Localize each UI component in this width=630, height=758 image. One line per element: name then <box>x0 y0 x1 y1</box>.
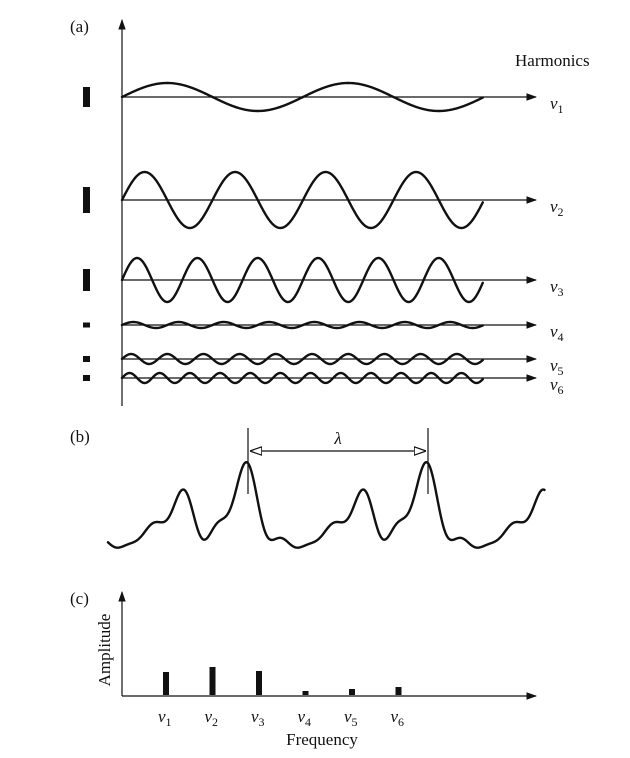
harmonic-label-5-subscript: 5 <box>558 364 564 378</box>
amplitude-marker-5 <box>83 356 90 362</box>
amplitude-marker-6 <box>83 375 90 381</box>
harmonic-wave-6 <box>120 371 484 385</box>
spectrum-bar-4 <box>302 691 309 695</box>
spectrum-tick-label-5: ν5 <box>344 707 358 729</box>
harmonic-label-4-symbol: ν <box>550 322 558 341</box>
spectrum-bar-5 <box>349 689 355 695</box>
spectrum-bar-2 <box>209 667 216 695</box>
harmonic-wave-1 <box>120 81 484 113</box>
harmonic-label-6: ν6 <box>550 375 564 397</box>
harmonic-label-1-subscript: 1 <box>558 102 564 116</box>
spectrum-tick-label-6-subscript: 6 <box>398 715 404 729</box>
spectrum-tick-label-3-symbol: ν <box>251 707 259 726</box>
composite-waveform <box>106 461 546 549</box>
spectrum-tick-label-6: ν6 <box>391 707 405 729</box>
harmonics-heading: Harmonics <box>515 51 590 70</box>
harmonic-label-6-subscript: 6 <box>558 383 564 397</box>
spectrum-bar-6 <box>395 687 402 695</box>
harmonic-label-5: ν5 <box>550 356 564 378</box>
wavelength-label: λ <box>333 429 341 448</box>
frequency-axis-label: Frequency <box>286 730 358 749</box>
spectrum-tick-label-3: ν3 <box>251 707 265 729</box>
amplitude-marker-2 <box>83 187 90 213</box>
spectrum-tick-label-1: ν1 <box>158 707 172 729</box>
spectrum-tick-label-6-symbol: ν <box>391 707 399 726</box>
harmonic-label-3: ν3 <box>550 277 564 299</box>
spectrum-tick-label-1-subscript: 1 <box>166 715 172 729</box>
panel-c-label: (c) <box>70 589 89 608</box>
harmonic-label-3-symbol: ν <box>550 277 558 296</box>
harmonic-wave-5 <box>120 352 484 366</box>
spectrum-bar-3 <box>256 671 262 695</box>
panel-a-label: (a) <box>70 17 89 36</box>
spectrum-tick-label-3-subscript: 3 <box>259 715 265 729</box>
spectrum-bar-1 <box>163 672 169 695</box>
harmonic-label-4-subscript: 4 <box>558 330 564 344</box>
harmonic-label-3-subscript: 3 <box>558 285 564 299</box>
harmonic-label-2-symbol: ν <box>550 197 558 216</box>
harmonic-label-2-subscript: 2 <box>558 205 564 219</box>
spectrum-group: ν1 ν2 ν3 ν4 ν5 ν6 <box>158 667 404 729</box>
spectrum-tick-label-5-symbol: ν <box>344 707 352 726</box>
amplitude-marker-1 <box>83 87 90 107</box>
harmonic-label-5-symbol: ν <box>550 356 558 375</box>
spectrum-tick-label-2: ν2 <box>205 707 219 729</box>
spectrum-tick-label-4-symbol: ν <box>298 707 306 726</box>
harmonic-wave-3 <box>120 256 484 304</box>
amplitude-axis-label: Amplitude <box>95 614 114 687</box>
amplitude-marker-3 <box>83 269 90 291</box>
spectrum-tick-label-4: ν4 <box>298 707 312 729</box>
spectrum-tick-label-2-subscript: 2 <box>212 715 218 729</box>
amplitude-marker-4 <box>83 322 90 328</box>
spectrum-tick-label-4-subscript: 4 <box>305 715 311 729</box>
harmonic-label-4: ν4 <box>550 322 564 344</box>
harmonic-label-1: ν1 <box>550 94 564 116</box>
spectrum-tick-label-1-symbol: ν <box>158 707 166 726</box>
panel-b-label: (b) <box>70 427 90 446</box>
harmonic-label-2: ν2 <box>550 197 564 219</box>
spectrum-tick-label-2-symbol: ν <box>205 707 213 726</box>
harmonic-label-1-symbol: ν <box>550 94 558 113</box>
harmonic-wave-4 <box>120 320 484 330</box>
spectrum-tick-label-5-subscript: 5 <box>352 715 358 729</box>
harmonic-label-6-symbol: ν <box>550 375 558 394</box>
harmonic-wave-2 <box>120 170 484 230</box>
